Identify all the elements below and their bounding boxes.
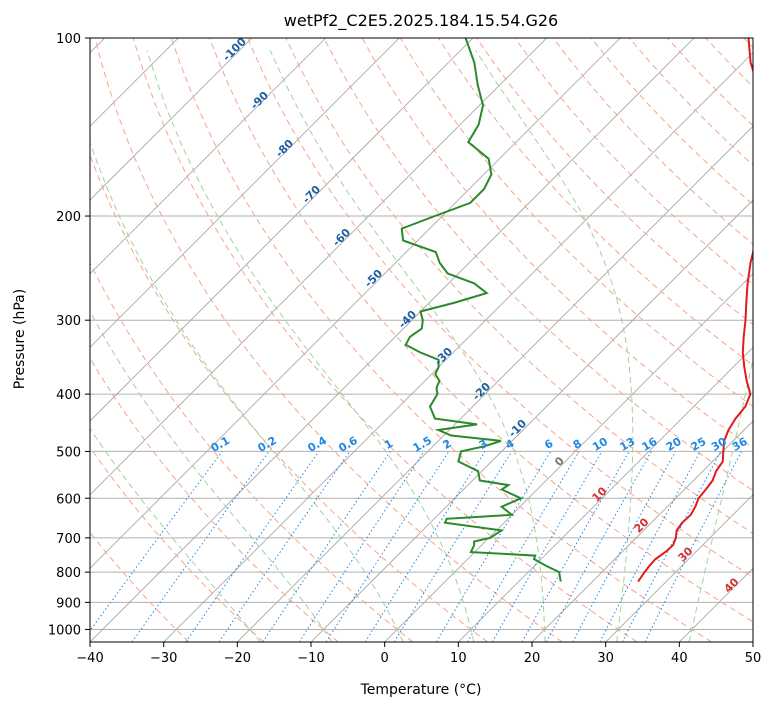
- dry-adiabat-label: -50: [362, 267, 385, 290]
- mixing-ratio-line: [82, 451, 222, 642]
- x-tick-label: −10: [297, 651, 324, 666]
- isotherm-line: [164, 38, 768, 642]
- dry-adiabat-label: -90: [248, 89, 271, 112]
- isotherm-line: [16, 38, 620, 642]
- y-tick-label: 200: [56, 210, 81, 225]
- y-tick-label: 900: [56, 596, 81, 611]
- chart-title: wetPf2_C2E5.2025.184.15.54.G26: [284, 11, 558, 31]
- dry-adiabat-line: [515, 38, 775, 642]
- x-tick-label: 30: [597, 651, 614, 666]
- mixing-ratio-label: 6: [542, 437, 555, 452]
- y-tick-label: 700: [56, 532, 81, 547]
- y-tick-label: 500: [56, 445, 81, 460]
- dry-adiabat-line: [438, 38, 775, 642]
- dry-adiabat-line: [706, 38, 775, 642]
- isotherm-line: [753, 38, 775, 642]
- dry-adiabat-label: 10: [590, 484, 610, 504]
- isotherm-line: [0, 38, 252, 642]
- x-tick-label: −20: [224, 651, 251, 666]
- x-tick-label: −40: [76, 651, 103, 666]
- mixing-ratio-line: [645, 451, 741, 642]
- dry-adiabat-line: [171, 38, 711, 642]
- y-tick-label: 400: [56, 388, 81, 403]
- dry-adiabat-label: 30: [676, 544, 696, 564]
- moist-adiabat-line: [689, 51, 775, 643]
- moist-adiabat-line: [0, 51, 260, 643]
- mixing-ratio-line: [326, 451, 449, 642]
- dry-adiabat-label: -60: [330, 226, 353, 249]
- plot-frame: [90, 38, 753, 642]
- temperature-profile-line: [638, 38, 774, 582]
- dry-adiabat-line: [0, 38, 189, 642]
- y-tick-label: 100: [56, 32, 81, 47]
- dewpoint-profile-line: [402, 38, 561, 582]
- dry-adiabat-line: [744, 38, 775, 642]
- isotherm-line: [0, 38, 399, 642]
- isotherm-line: [385, 38, 775, 642]
- dry-adiabat-line: [286, 38, 775, 642]
- dry-adiabat-line: [0, 38, 264, 642]
- dry-adiabat-label: -30: [432, 345, 455, 368]
- dry-adiabat-label: 40: [722, 575, 742, 595]
- mixing-ratio-line: [573, 451, 676, 642]
- y-tick-label: 800: [56, 566, 81, 581]
- x-tick-label: 40: [671, 651, 688, 666]
- mixing-ratio-line: [436, 451, 550, 642]
- mixing-ratio-label: 2: [441, 437, 454, 452]
- isotherm-line: [458, 38, 775, 642]
- mixing-ratio-line: [365, 451, 485, 642]
- mixing-ratio-line: [546, 451, 651, 642]
- isotherm-line: [0, 38, 547, 642]
- mixing-ratio-line: [263, 451, 391, 642]
- x-tick-label: 50: [745, 651, 762, 666]
- moist-adiabat-line: [5, 51, 332, 643]
- dry-adiabat-line: [553, 38, 775, 642]
- isotherm-line: [90, 38, 694, 642]
- moist-adiabat-line: [65, 51, 403, 643]
- mixing-ratio-line: [522, 451, 629, 642]
- mixing-ratio-line: [299, 451, 424, 642]
- dry-adiabat-line: [19, 38, 413, 642]
- dry-adiabat-line: [133, 38, 637, 642]
- y-tick-label: 600: [56, 492, 81, 507]
- dry-adiabat-label: -20: [470, 380, 493, 403]
- dry-adiabat-line: [57, 38, 488, 642]
- dry-adiabat-line: [95, 38, 562, 642]
- x-axis-label: Temperature (°C): [360, 682, 482, 698]
- y-tick-label: 300: [56, 314, 81, 329]
- isotherm-line: [679, 38, 775, 642]
- isotherm-line: [311, 38, 775, 642]
- dry-adiabat-label: -100: [220, 35, 249, 64]
- mixing-ratio-line: [219, 451, 350, 642]
- dry-adiabat-label: -80: [273, 137, 296, 160]
- y-axis-label: Pressure (hPa): [12, 289, 28, 389]
- dry-adiabat-label: -70: [300, 183, 323, 206]
- dry-adiabat-label: 20: [632, 515, 652, 535]
- isotherm-line: [0, 38, 326, 642]
- isotherm-line: [532, 38, 775, 642]
- dry-adiabat-label: -40: [396, 308, 419, 331]
- x-tick-label: 0: [381, 651, 389, 666]
- x-tick-label: 10: [450, 651, 467, 666]
- x-tick-label: 20: [524, 651, 541, 666]
- dry-adiabat-line: [0, 38, 338, 642]
- y-tick-label: 1000: [48, 623, 81, 638]
- x-tick-label: −30: [150, 651, 177, 666]
